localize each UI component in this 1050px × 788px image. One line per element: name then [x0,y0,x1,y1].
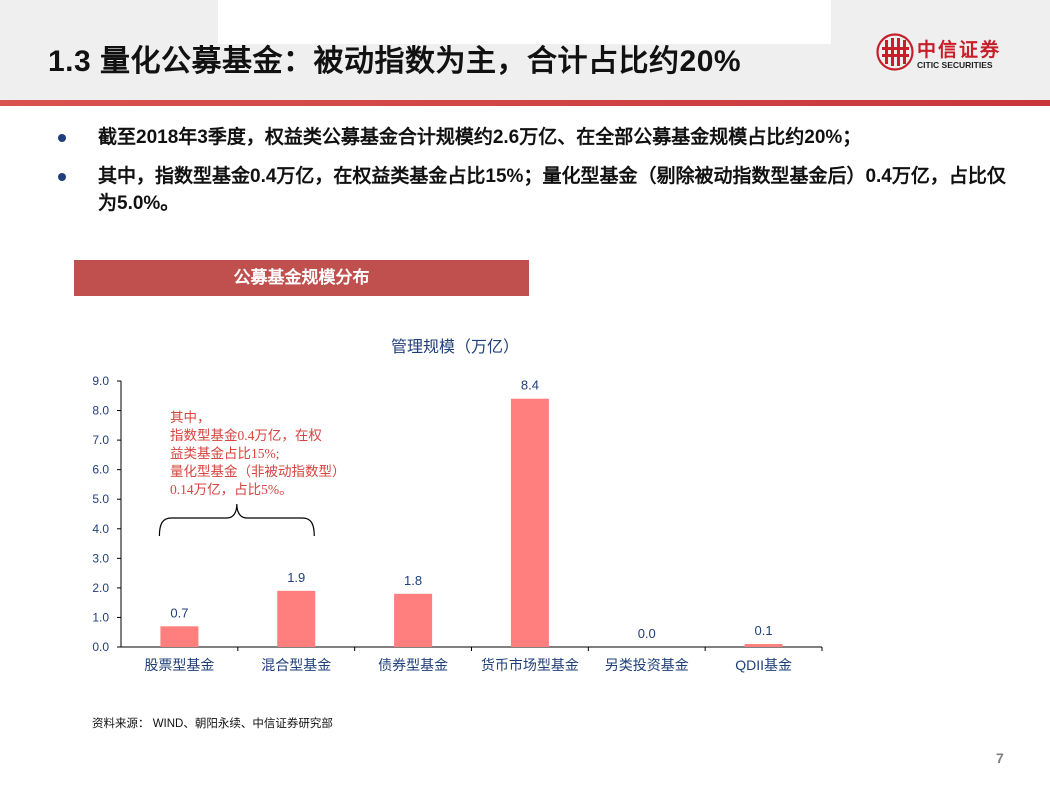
citic-seal-icon [876,33,914,71]
category-label: 股票型基金 [144,657,214,673]
y-tick-label: 9.0 [92,374,109,388]
y-tick-label: 6.0 [92,463,109,477]
bullet-dot-icon [58,173,66,181]
y-tick-label: 8.0 [92,404,109,418]
annotation-line: 量化型基金（非被动指数型） [170,464,346,479]
header-white-block [218,0,831,44]
value-label: 8.4 [521,378,539,393]
page-number: 7 [996,750,1004,766]
y-tick-label: 0.0 [92,640,109,654]
citic-logo: 中信证券 CITIC SECURITIES [876,33,1026,77]
y-tick-label: 7.0 [92,433,109,447]
source-note: 资料来源： WIND、朝阳永续、中信证券研究部 [92,718,333,730]
value-label: 0.0 [638,626,656,641]
page-title: 1.3 量化公募基金：被动指数为主，合计占比约20% [48,45,742,78]
bar [510,398,549,647]
category-label: 另类投资基金 [605,657,689,673]
annotation-line: 其中， [170,410,211,425]
y-tick-label: 5.0 [92,492,109,506]
bar [277,590,316,647]
bullet-list: 截至2018年3季度，权益类公募基金合计规模约2.6万亿、在全部公募基金规模占比… [58,124,1018,229]
annotation-line: 指数型基金0.4万亿，在权 [170,428,322,443]
category-label: 货币市场型基金 [481,657,579,673]
bullet-item: 截至2018年3季度，权益类公募基金合计规模约2.6万亿、在全部公募基金规模占比… [58,124,1018,151]
annotation-brace [158,503,315,537]
bar [160,626,199,647]
chart-annotation: 其中， 指数型基金0.4万亿，在权 益类基金占比15%; 量化型基金（非被动指数… [170,409,346,499]
bar [744,644,783,647]
y-tick-label: 3.0 [92,551,109,565]
category-label: 混合型基金 [261,657,331,673]
value-label: 1.8 [404,573,422,588]
logo-text-en: CITIC SECURITIES [917,60,993,70]
header-divider [0,100,1050,106]
section-title-bar: 公募基金规模分布 [74,260,529,296]
value-label: 0.1 [755,623,773,638]
bullet-text: 其中，指数型基金0.4万亿，在权益类基金占比15%；量化型基金（剔除被动指数型基… [98,166,1006,214]
value-label: 0.7 [170,605,188,620]
annotation-line: 益类基金占比15%; [170,446,280,461]
chart-title: 管理规模（万亿） [390,339,519,356]
bullet-text: 截至2018年3季度，权益类公募基金合计规模约2.6万亿、在全部公募基金规模占比… [98,127,862,148]
y-tick-label: 1.0 [92,610,109,624]
logo-text-cn: 中信证券 [917,40,1002,61]
y-tick-label: 4.0 [92,522,109,536]
y-tick-label: 2.0 [92,581,109,595]
annotation-line: 0.14万亿，占比5%。 [170,482,293,497]
category-label: QDII基金 [735,657,792,673]
category-label: 债券型基金 [378,657,448,673]
value-label: 1.9 [287,570,305,585]
bullet-item: 其中，指数型基金0.4万亿，在权益类基金占比15%；量化型基金（剔除被动指数型基… [58,163,1018,217]
bar [394,593,433,647]
bullet-dot-icon [58,134,66,142]
